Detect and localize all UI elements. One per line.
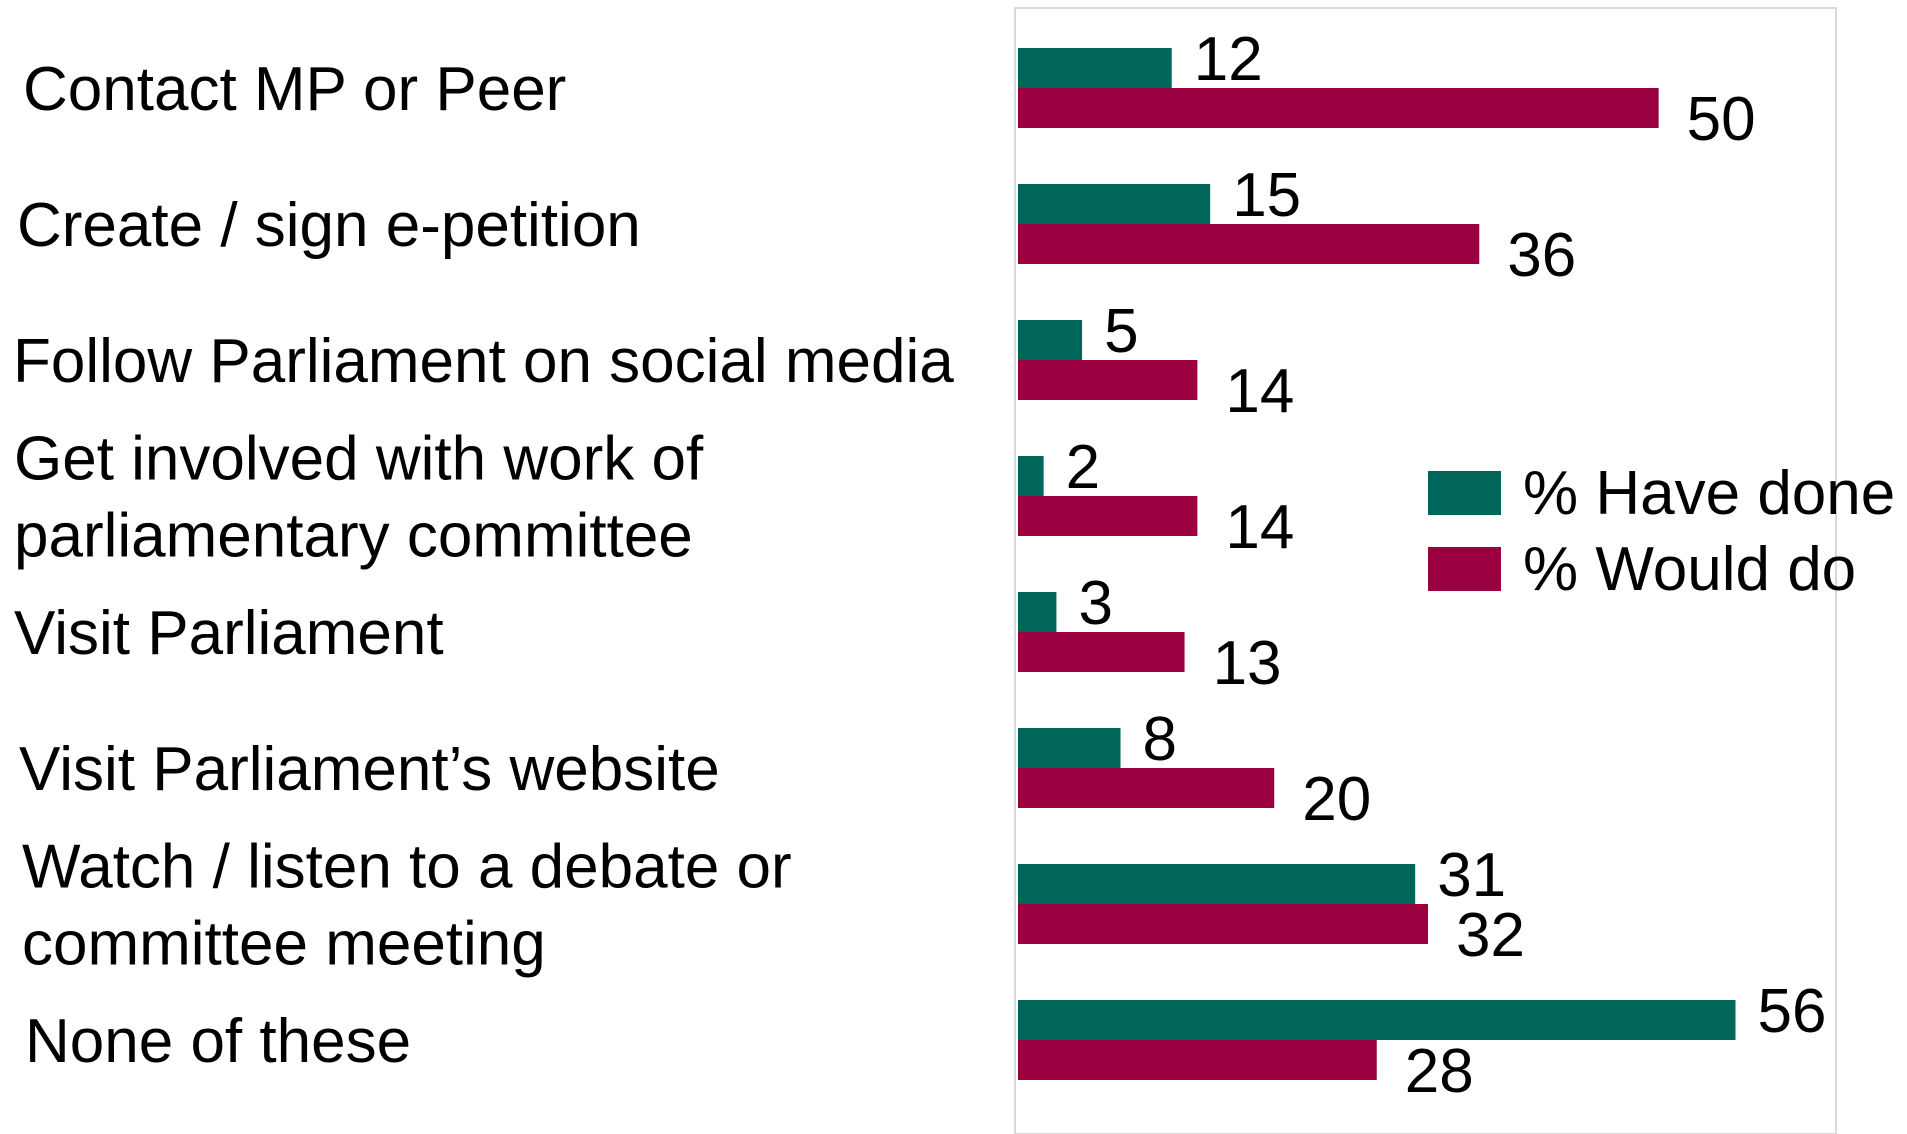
legend-label-have-done: % Have done [1523,459,1895,528]
value-label-would-do-4: 13 [1213,629,1282,698]
category-label-line: Visit Parliament [14,599,444,668]
category-label-line: Contact MP or Peer [23,55,566,124]
bar-would-do-2 [1018,360,1198,400]
category-label-7: None of these [25,1007,411,1076]
value-label-would-do-2: 14 [1225,357,1294,426]
bar-would-do-5 [1018,768,1275,808]
category-label-1: Create / sign e-petition [17,191,641,260]
value-label-would-do-5: 20 [1302,765,1371,834]
bar-would-do-1 [1018,224,1480,264]
category-label-4: Visit Parliament [14,599,444,668]
value-label-would-do-0: 50 [1687,85,1756,154]
legend: % Have done % Would do [1428,459,1895,604]
category-label-line: committee meeting [22,910,546,979]
category-label-line: Follow Parliament on social media [13,327,954,396]
category-label-line: Create / sign e-petition [17,191,641,260]
category-labels: Contact MP or Peer Create / sign e-petiti… [13,55,954,1076]
bar-would-do-0 [1018,88,1659,128]
category-label-line: Visit Parliament’s website [19,735,720,804]
category-label-line: Watch / listen to a debate or [22,833,792,902]
bar-have-done-3 [1018,456,1044,496]
value-label-have-done-5: 8 [1143,705,1177,774]
value-label-have-done-6: 31 [1437,841,1506,910]
value-label-have-done-2: 5 [1104,297,1138,366]
value-label-have-done-3: 2 [1066,433,1100,502]
bar-have-done-5 [1018,728,1121,768]
value-label-would-do-7: 28 [1405,1037,1474,1106]
value-label-have-done-0: 12 [1194,25,1263,94]
value-label-have-done-7: 56 [1758,977,1827,1046]
plot-area-frame [1014,7,1837,1134]
legend-label-would-do: % Would do [1523,535,1856,604]
category-label-5: Visit Parliament’s website [19,735,720,804]
value-label-have-done-4: 3 [1078,569,1112,638]
bar-have-done-0 [1018,48,1172,88]
bar-have-done-1 [1018,184,1211,224]
category-label-3: Get involved with work of parliamentary c… [14,425,704,571]
bar-have-done-7 [1018,1000,1736,1040]
bar-have-done-2 [1018,320,1083,360]
bar-have-done-4 [1018,592,1057,632]
bar-would-do-3 [1018,496,1198,536]
bars [1018,48,1736,1080]
bar-would-do-7 [1018,1040,1377,1080]
category-label-0: Contact MP or Peer [23,55,566,124]
legend-swatch-would-do [1428,547,1501,591]
category-label-line: parliamentary committee [14,502,693,571]
category-label-line: Get involved with work of [14,425,704,494]
bar-would-do-4 [1018,632,1185,672]
bar-would-do-6 [1018,904,1428,944]
category-label-2: Follow Parliament on social media [13,327,954,396]
category-label-6: Watch / listen to a debate or committee m… [22,833,792,979]
value-label-would-do-1: 36 [1507,221,1576,290]
bar-have-done-6 [1018,864,1416,904]
value-label-have-done-1: 15 [1232,161,1301,230]
value-label-would-do-3: 14 [1225,493,1294,562]
category-label-line: None of these [25,1007,411,1076]
value-label-would-do-6: 32 [1456,901,1525,970]
legend-swatch-have-done [1428,471,1501,515]
